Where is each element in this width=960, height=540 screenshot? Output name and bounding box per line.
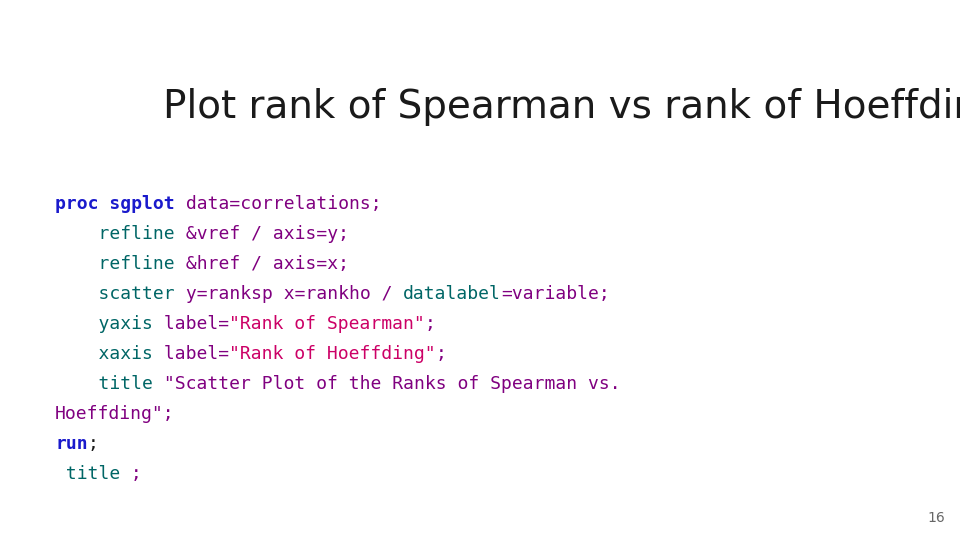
Text: 16: 16 [927,511,945,525]
Text: Plot rank of Spearman vs rank of Hoeffding: Plot rank of Spearman vs rank of Hoeffdi… [162,88,960,126]
Text: label=: label= [153,315,229,333]
Text: Hoeffding";: Hoeffding"; [55,405,175,423]
Text: &vref / axis=y;: &vref / axis=y; [175,225,348,243]
Text: refline: refline [55,225,175,243]
Text: y=ranksp x=rankho /: y=ranksp x=rankho / [175,285,403,303]
Text: scatter: scatter [55,285,175,303]
Text: refline: refline [55,255,175,273]
Text: &href / axis=x;: &href / axis=x; [175,255,348,273]
Text: title: title [55,465,120,483]
Text: title: title [55,375,153,393]
Text: yaxis: yaxis [55,315,153,333]
Text: ;: ; [436,345,446,363]
Text: proc sgplot: proc sgplot [55,195,175,213]
Text: run: run [55,435,87,453]
Text: xaxis: xaxis [55,345,153,363]
Text: ;: ; [87,435,99,453]
Text: datalabel: datalabel [403,285,501,303]
Text: ;: ; [424,315,436,333]
Text: "Scatter Plot of the Ranks of Spearman vs.: "Scatter Plot of the Ranks of Spearman v… [153,375,620,393]
Text: "Rank of Hoeffding": "Rank of Hoeffding" [229,345,436,363]
Text: ;: ; [120,465,142,483]
Text: =variable;: =variable; [501,285,610,303]
Text: label=: label= [153,345,229,363]
Text: data=correlations;: data=correlations; [175,195,381,213]
Text: "Rank of Spearman": "Rank of Spearman" [229,315,424,333]
